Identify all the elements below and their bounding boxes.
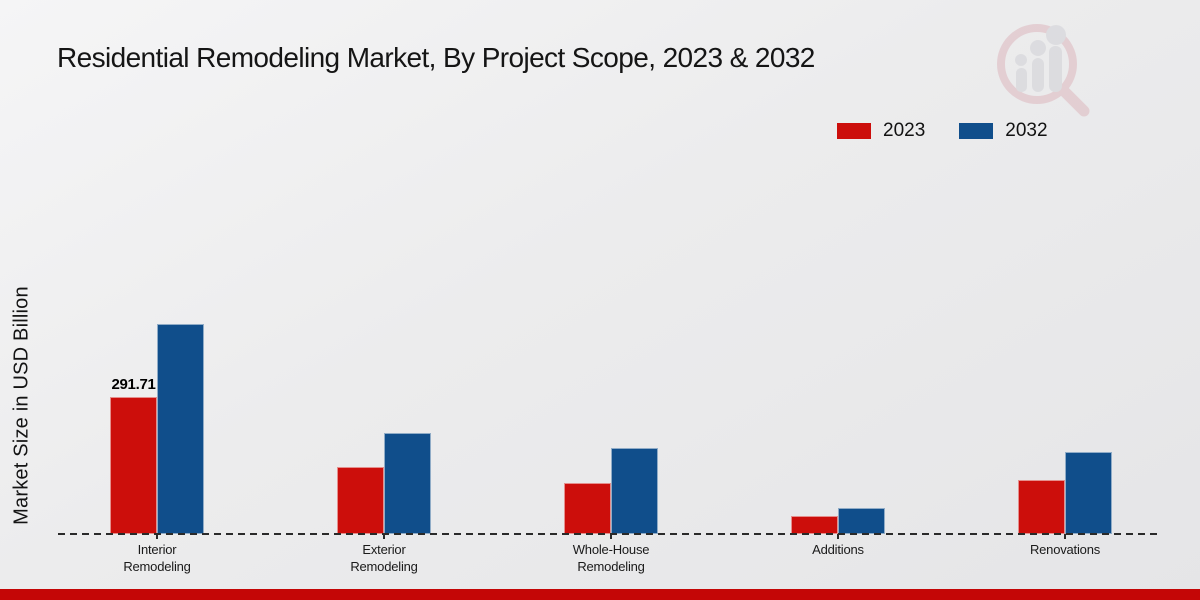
x-axis-tick-additions [837, 534, 839, 539]
legend-label-2023: 2023 [883, 120, 926, 141]
chart-title: Residential Remodeling Market, By Projec… [57, 42, 815, 73]
x-axis-tick-renovations [1064, 534, 1066, 539]
y-axis-label: Market Size in USD Billion [10, 286, 33, 525]
legend-label-2032: 2032 [1005, 120, 1048, 141]
x-axis-tick-interior-remodeling [156, 534, 158, 539]
bar-2032-interior-remodeling [157, 324, 204, 534]
bar-2023-renovations [1018, 480, 1065, 534]
x-axis-baseline [58, 533, 1160, 535]
bar-2032-renovations [1065, 452, 1112, 534]
bar-2032-whole-house-remodeling [611, 448, 658, 534]
x-tick-label-interior-remodeling: Interior Remodeling [123, 542, 191, 574]
legend-item-2023: 2023 [837, 120, 925, 142]
magnifier-bar-chart-watermark-icon [997, 24, 1090, 117]
x-tick-label-whole-house-remodeling: Whole-House Remodeling [572, 542, 650, 574]
legend: 2023 2032 [837, 120, 1048, 142]
bar-2032-additions [838, 508, 885, 534]
x-tick-label-exterior-remodeling: Exterior Remodeling [350, 542, 418, 574]
x-axis-tick-whole-house-remodeling [610, 534, 612, 539]
footer-band [0, 589, 1200, 600]
bar-2023-additions [791, 516, 838, 534]
legend-item-2032: 2032 [959, 120, 1048, 142]
bar-2023-interior-remodeling [110, 397, 157, 534]
x-tick-label-additions: Additions [812, 542, 864, 557]
bar-2023-exterior-remodeling [337, 467, 384, 534]
bar-value-label: 291.71 [111, 376, 156, 393]
legend-swatch-2032 [959, 123, 994, 139]
x-axis-tick-exterior-remodeling [383, 534, 385, 539]
bar-2032-exterior-remodeling [384, 433, 431, 534]
x-tick-label-renovations: Renovations [1029, 542, 1101, 557]
bar-2023-whole-house-remodeling [564, 483, 611, 534]
legend-swatch-2023 [837, 123, 871, 139]
